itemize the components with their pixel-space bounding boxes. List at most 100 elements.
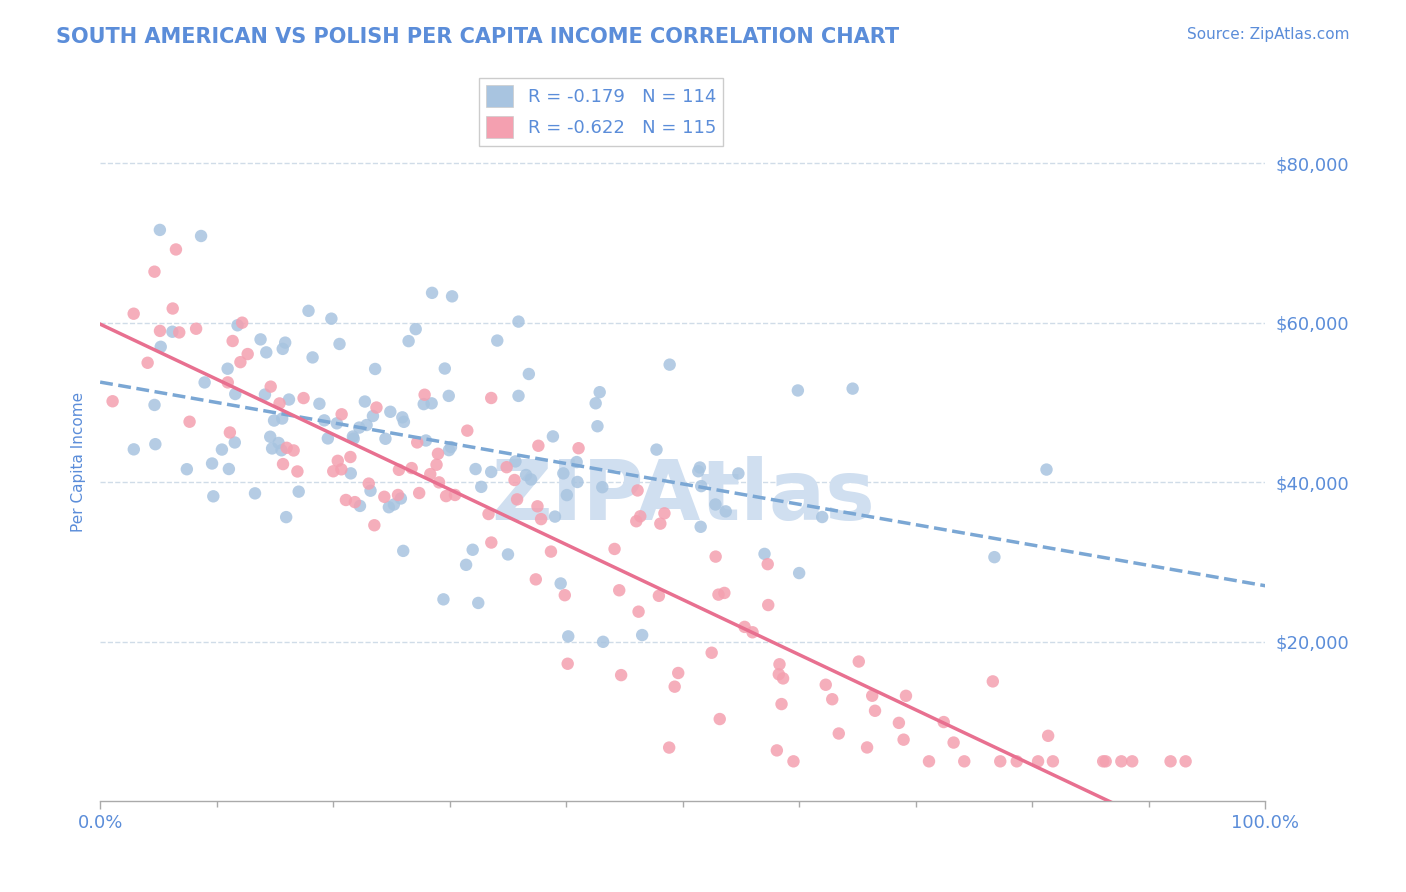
Point: [339, 450, 361, 464]
Point: [419, 467, 441, 481]
Point: [408, 486, 430, 500]
Point: [420, 285, 443, 300]
Point: [143, 437, 166, 451]
Point: [786, 384, 808, 398]
Point: [515, 468, 537, 483]
Point: [479, 391, 502, 405]
Point: [1035, 462, 1057, 476]
Point: [894, 689, 917, 703]
Point: [704, 549, 727, 564]
Text: Source: ZipAtlas.com: Source: ZipAtlas.com: [1187, 27, 1350, 42]
Point: [270, 443, 292, 458]
Point: [787, 566, 810, 580]
Point: [398, 334, 420, 348]
Point: [343, 495, 366, 509]
Point: [363, 518, 385, 533]
Point: [149, 324, 172, 338]
Point: [1036, 729, 1059, 743]
Point: [122, 442, 145, 457]
Point: [176, 462, 198, 476]
Point: [253, 387, 276, 401]
Point: [626, 514, 648, 528]
Point: [122, 307, 145, 321]
Point: [283, 443, 305, 458]
Point: [942, 735, 965, 749]
Point: [366, 401, 388, 415]
Point: [217, 376, 239, 390]
Point: [218, 462, 240, 476]
Point: [704, 498, 727, 512]
Point: [553, 467, 575, 481]
Point: [427, 475, 450, 490]
Point: [328, 337, 350, 351]
Point: [224, 387, 246, 401]
Point: [301, 351, 323, 365]
Point: [470, 480, 492, 494]
Point: [322, 464, 344, 478]
Point: [441, 289, 464, 303]
Point: [554, 588, 576, 602]
Point: [544, 509, 567, 524]
Point: [567, 475, 589, 489]
Point: [349, 420, 371, 434]
Point: [190, 229, 212, 244]
Point: [434, 489, 457, 503]
Point: [607, 583, 630, 598]
Point: [517, 367, 540, 381]
Point: [391, 410, 413, 425]
Point: [772, 672, 794, 686]
Point: [520, 473, 543, 487]
Point: [741, 625, 763, 640]
Point: [388, 463, 411, 477]
Point: [689, 520, 711, 534]
Point: [557, 629, 579, 643]
Point: [231, 316, 253, 330]
Point: [1160, 755, 1182, 769]
Point: [432, 592, 454, 607]
Point: [1042, 755, 1064, 769]
Point: [349, 499, 371, 513]
Point: [557, 657, 579, 671]
Point: [387, 488, 409, 502]
Point: [167, 326, 190, 340]
Point: [754, 547, 776, 561]
Point: [713, 586, 735, 600]
Point: [541, 429, 564, 443]
Point: [326, 417, 349, 431]
Point: [811, 510, 834, 524]
Point: [1026, 755, 1049, 769]
Point: [101, 394, 124, 409]
Point: [356, 417, 378, 432]
Point: [988, 755, 1011, 769]
Point: [863, 704, 886, 718]
Point: [932, 714, 955, 729]
Point: [756, 557, 779, 571]
Point: [1111, 755, 1133, 769]
Point: [287, 465, 309, 479]
Point: [373, 490, 395, 504]
Point: [382, 498, 405, 512]
Point: [236, 347, 259, 361]
Point: [585, 396, 607, 410]
Point: [603, 541, 626, 556]
Point: [444, 488, 467, 502]
Point: [658, 740, 681, 755]
Point: [243, 486, 266, 500]
Point: [278, 392, 301, 407]
Point: [565, 455, 588, 469]
Point: [271, 457, 294, 471]
Point: [645, 442, 668, 457]
Point: [413, 388, 436, 402]
Point: [412, 397, 434, 411]
Point: [415, 434, 437, 448]
Point: [589, 385, 612, 400]
Point: [586, 419, 609, 434]
Point: [433, 361, 456, 376]
Point: [766, 743, 789, 757]
Point: [143, 265, 166, 279]
Point: [1121, 755, 1143, 769]
Point: [274, 335, 297, 350]
Point: [508, 315, 530, 329]
Point: [707, 588, 730, 602]
Point: [848, 655, 870, 669]
